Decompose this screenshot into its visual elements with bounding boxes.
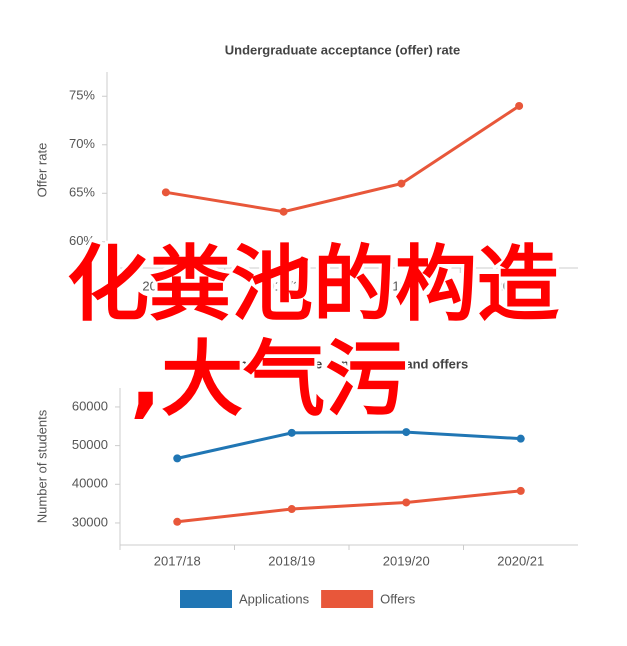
y-tick-label: 65% xyxy=(69,185,95,200)
series-line xyxy=(177,489,521,524)
y-tick-label: 60% xyxy=(69,233,95,248)
legend-swatch xyxy=(321,590,374,608)
x-tick-label: 2020/21 xyxy=(496,278,543,293)
point xyxy=(287,428,296,437)
y-axis-label: Number of students xyxy=(34,409,49,523)
point xyxy=(173,454,182,463)
series-line xyxy=(176,430,521,460)
chart-title: Undergraduate applications and offers xyxy=(230,356,468,371)
overlay-text: ,大气污 xyxy=(130,332,407,427)
point xyxy=(397,179,406,188)
point xyxy=(173,517,182,526)
x-tick-label: 2018/19 xyxy=(260,278,307,293)
y-tick-label: 50000 xyxy=(72,437,108,452)
series-line xyxy=(165,104,520,214)
y-tick-label: 30000 xyxy=(72,514,108,529)
legend-label: Offers xyxy=(380,591,416,606)
point xyxy=(161,188,170,197)
y-tick-label: 60000 xyxy=(72,398,108,413)
y-tick-label: 40000 xyxy=(72,476,108,491)
point xyxy=(402,498,411,507)
x-tick-label: 2020/21 xyxy=(497,553,544,568)
legend-label: Applications xyxy=(239,591,310,606)
x-tick-label: 2017/18 xyxy=(142,278,189,293)
x-tick-label: 2019/20 xyxy=(378,278,425,293)
overlay-text: 化粪池的构造 xyxy=(67,237,559,332)
x-tick-label: 2018/19 xyxy=(268,553,315,568)
point xyxy=(516,434,525,443)
point xyxy=(516,486,525,495)
point xyxy=(279,207,288,216)
legend-swatch xyxy=(180,590,232,608)
y-axis-label: Offer rate xyxy=(34,143,49,198)
point xyxy=(287,505,296,514)
point xyxy=(515,101,524,110)
x-tick-label: 2019/20 xyxy=(383,553,430,568)
point xyxy=(402,428,411,437)
x-tick-label: 2017/18 xyxy=(154,553,201,568)
y-tick-label: 70% xyxy=(69,136,95,151)
chart-title: Undergraduate acceptance (offer) rate xyxy=(225,42,461,57)
y-tick-label: 75% xyxy=(69,88,95,103)
